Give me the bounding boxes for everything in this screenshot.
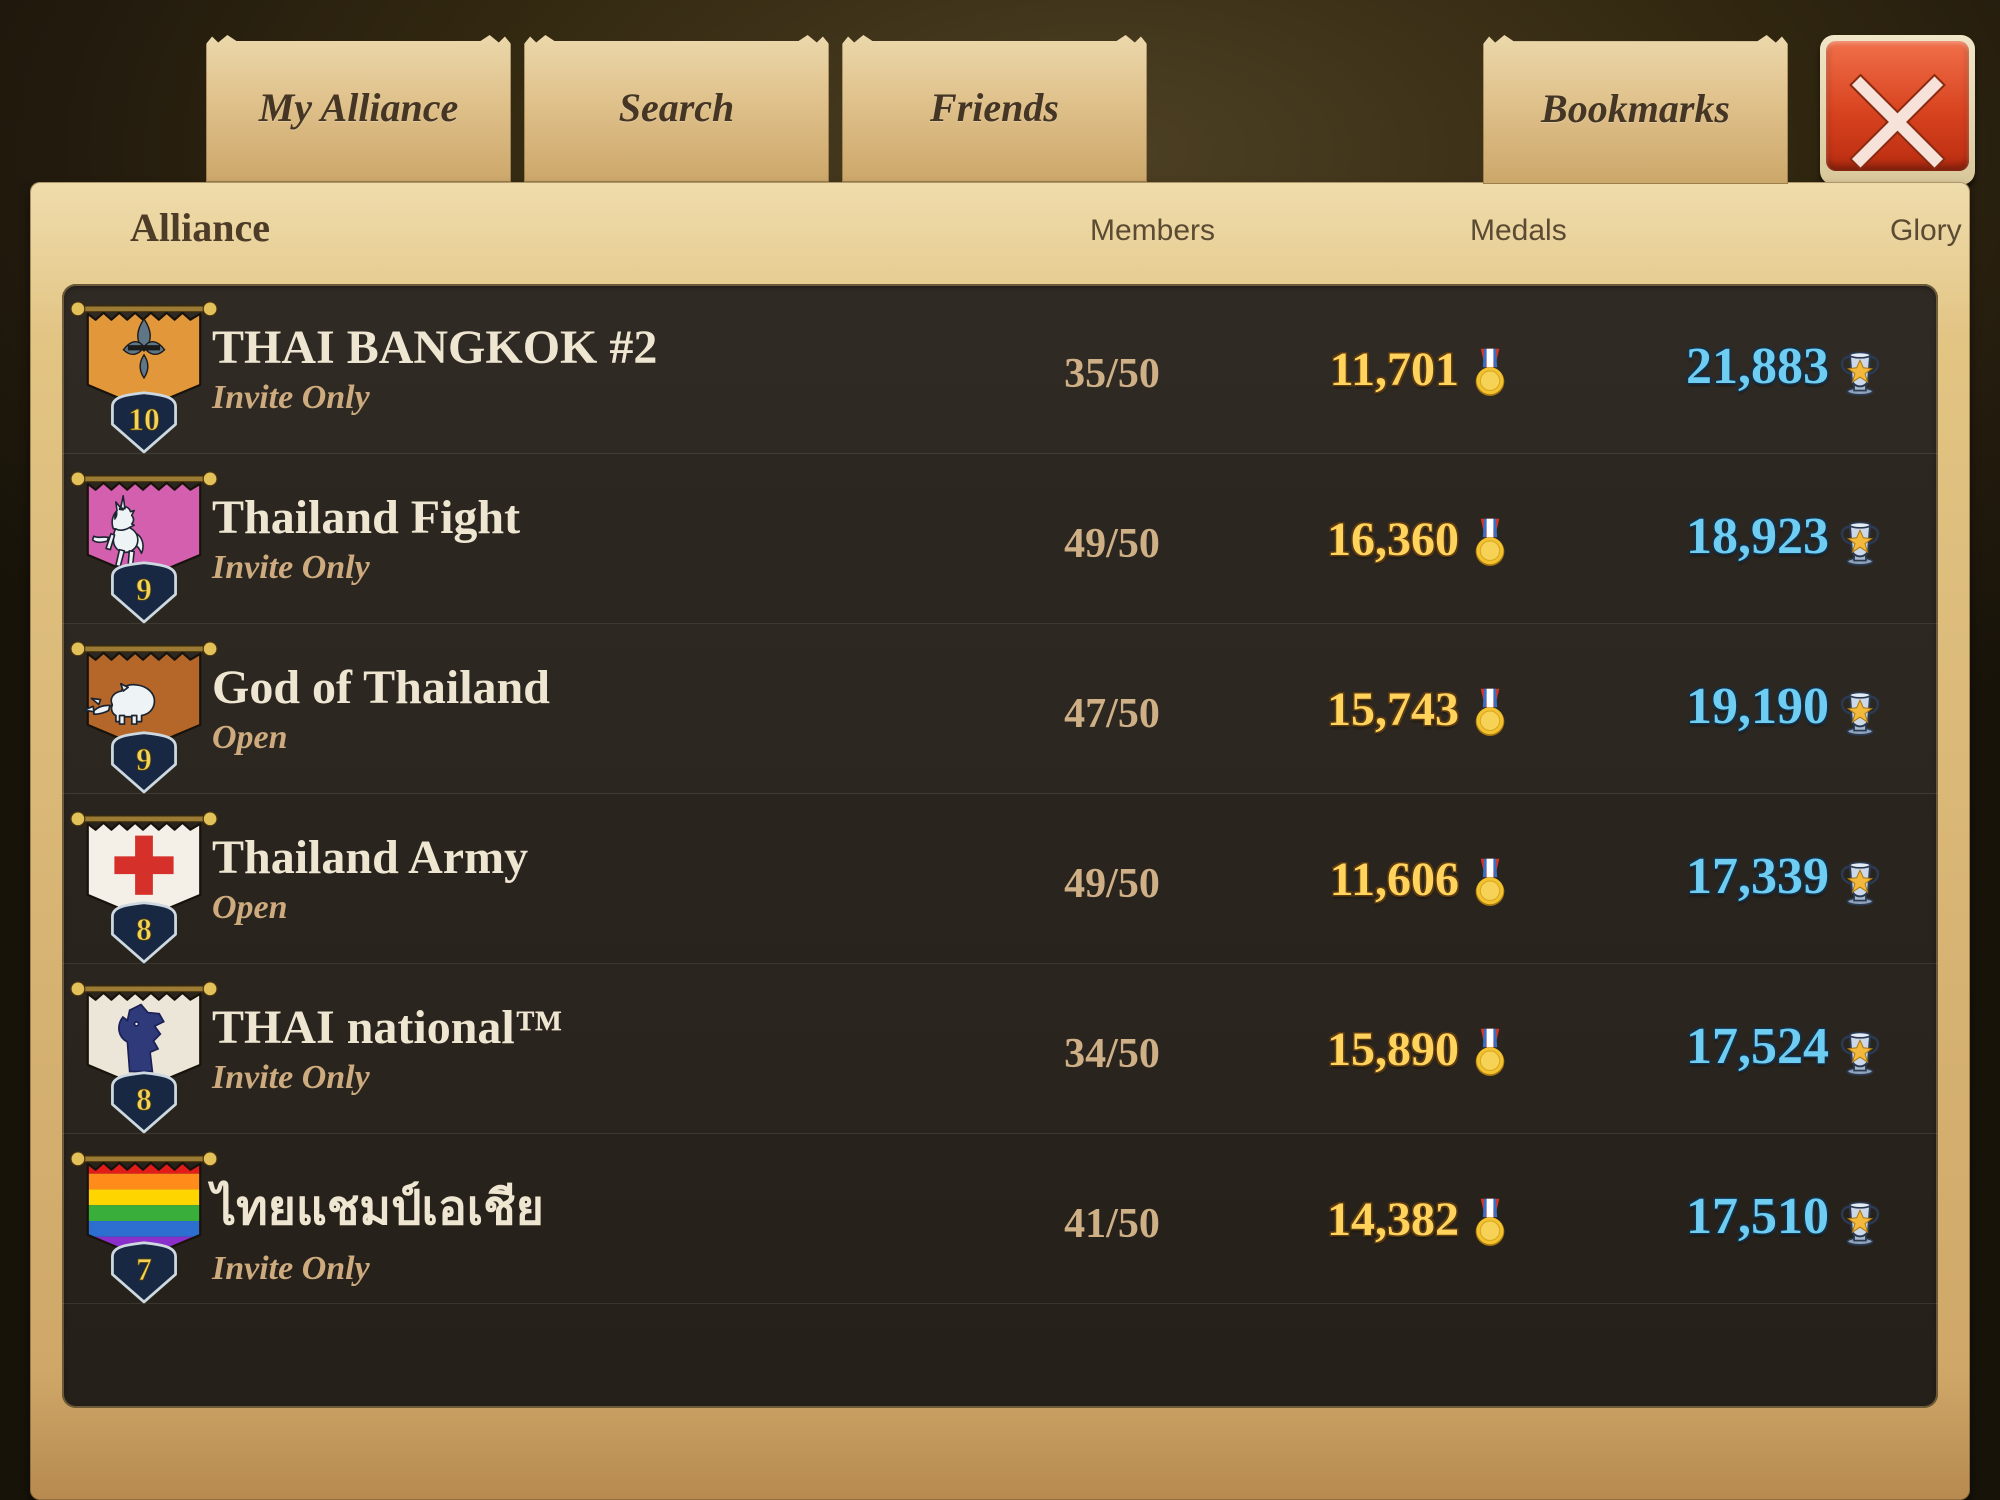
- svg-text:9: 9: [136, 742, 152, 777]
- svg-text:7: 7: [136, 1252, 152, 1287]
- svg-text:8: 8: [136, 912, 152, 947]
- svg-text:9: 9: [136, 572, 152, 607]
- svg-text:8: 8: [136, 1082, 152, 1117]
- svg-text:10: 10: [128, 402, 160, 437]
